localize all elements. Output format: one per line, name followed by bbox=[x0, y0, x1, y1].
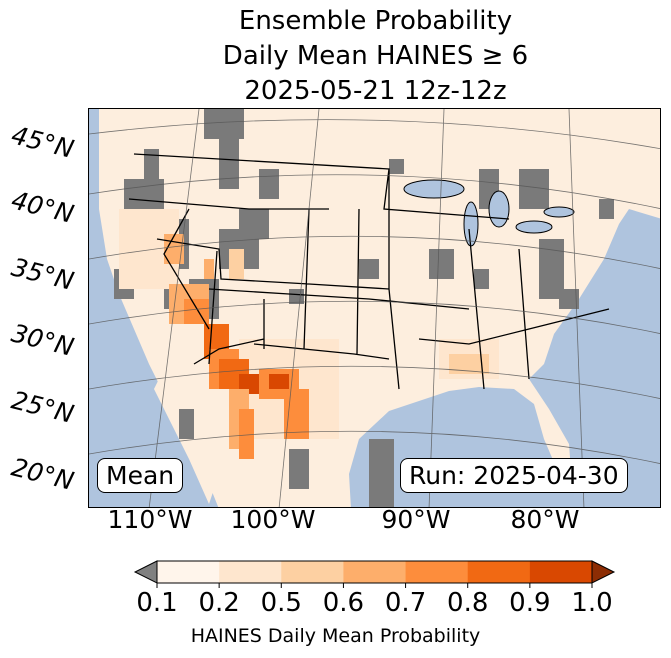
missing-data-patch bbox=[429, 249, 454, 279]
colorbar-tick-label: 0.1 bbox=[136, 588, 178, 618]
colorbar-tick-label: 1.0 bbox=[571, 588, 613, 618]
colorbar-segment bbox=[405, 561, 469, 583]
longitude-line bbox=[148, 109, 200, 507]
probability-patch bbox=[184, 299, 209, 324]
probability-map bbox=[88, 108, 661, 508]
missing-data-patch bbox=[239, 209, 269, 239]
latitude-line bbox=[89, 430, 660, 464]
missing-data-patch bbox=[599, 199, 614, 219]
missing-data-patch bbox=[389, 159, 404, 174]
lat-label-40: 40°N bbox=[8, 185, 77, 229]
colorbar-tick-label: 0.5 bbox=[260, 588, 302, 618]
colorbar-segment bbox=[157, 561, 220, 583]
state-borders bbox=[128, 153, 610, 390]
graticule bbox=[89, 109, 660, 507]
missing-data-patch bbox=[559, 289, 579, 309]
latitude-line bbox=[89, 119, 660, 150]
state-border-lines bbox=[128, 153, 610, 390]
lon-label-110: 110°W bbox=[107, 505, 193, 534]
lon-label-100: 100°W bbox=[230, 505, 316, 534]
colorbar-segment bbox=[219, 561, 282, 583]
colorbar-segment bbox=[281, 561, 344, 583]
title-line-2: Daily Mean HAINES ≥ 6 bbox=[222, 41, 529, 71]
probability-patch bbox=[449, 354, 489, 374]
lake bbox=[463, 201, 479, 247]
missing-data-patch bbox=[259, 169, 279, 199]
probability-patch bbox=[284, 389, 309, 439]
latitude-line bbox=[89, 174, 660, 209]
colorbar-over-arrow bbox=[591, 560, 616, 584]
colorbar-marks bbox=[133, 560, 616, 588]
colorbar-under-arrow bbox=[133, 560, 158, 584]
missing-data-patch bbox=[369, 439, 394, 507]
lat-label-20: 20°N bbox=[8, 452, 77, 496]
lat-label-45: 45°N bbox=[8, 120, 77, 164]
colorbar-segment bbox=[529, 561, 593, 583]
lake bbox=[515, 220, 553, 234]
longitude-line bbox=[428, 109, 445, 507]
probability-patch bbox=[269, 374, 289, 389]
lake bbox=[488, 190, 510, 228]
longitude-line bbox=[278, 109, 320, 507]
latitude-line bbox=[89, 365, 660, 399]
lat-label-25: 25°N bbox=[8, 385, 77, 429]
lat-label-30: 30°N bbox=[8, 318, 77, 362]
lon-label-90: 90°W bbox=[381, 505, 451, 534]
latitude-line bbox=[89, 235, 660, 269]
lake bbox=[543, 206, 575, 218]
missing-data-patch bbox=[474, 269, 489, 289]
colorbar bbox=[133, 560, 616, 588]
colorbar-tick-label: 0.8 bbox=[447, 588, 489, 618]
colorbar-segment bbox=[467, 561, 531, 583]
title-line-1: Ensemble Probability bbox=[238, 6, 513, 36]
longitude-line bbox=[568, 109, 585, 507]
run-date-box: Run: 2025-04-30 bbox=[400, 458, 628, 493]
probability-patch bbox=[239, 409, 254, 459]
missing-data-patch bbox=[179, 409, 194, 439]
probability-patch bbox=[204, 259, 214, 279]
colorbar-frame bbox=[156, 560, 593, 584]
colorbar-label: HAINES Daily Mean Probability bbox=[190, 625, 481, 647]
colorbar-tick-label: 0.7 bbox=[384, 588, 427, 618]
missing-data-patch bbox=[359, 259, 379, 279]
lake bbox=[403, 179, 465, 199]
probability-patch bbox=[229, 249, 244, 279]
colorbar-tick-label: 0.2 bbox=[198, 588, 240, 618]
colorbar-tick-label: 0.9 bbox=[509, 588, 551, 618]
latitude-line bbox=[89, 300, 660, 334]
lat-label-35: 35°N bbox=[8, 252, 77, 296]
colorbar-tick-label: 0.6 bbox=[322, 588, 365, 618]
probability-field bbox=[114, 109, 614, 507]
mean-label-box: Mean bbox=[97, 458, 184, 493]
map-svg bbox=[89, 109, 660, 507]
title-line-3: 2025-05-21 12z-12z bbox=[244, 76, 507, 106]
baja-land bbox=[154, 379, 214, 504]
missing-data-patch bbox=[289, 449, 309, 489]
missing-data-patch bbox=[519, 169, 549, 209]
lon-label-80: 80°W bbox=[510, 505, 580, 534]
colorbar-segment bbox=[343, 561, 407, 583]
